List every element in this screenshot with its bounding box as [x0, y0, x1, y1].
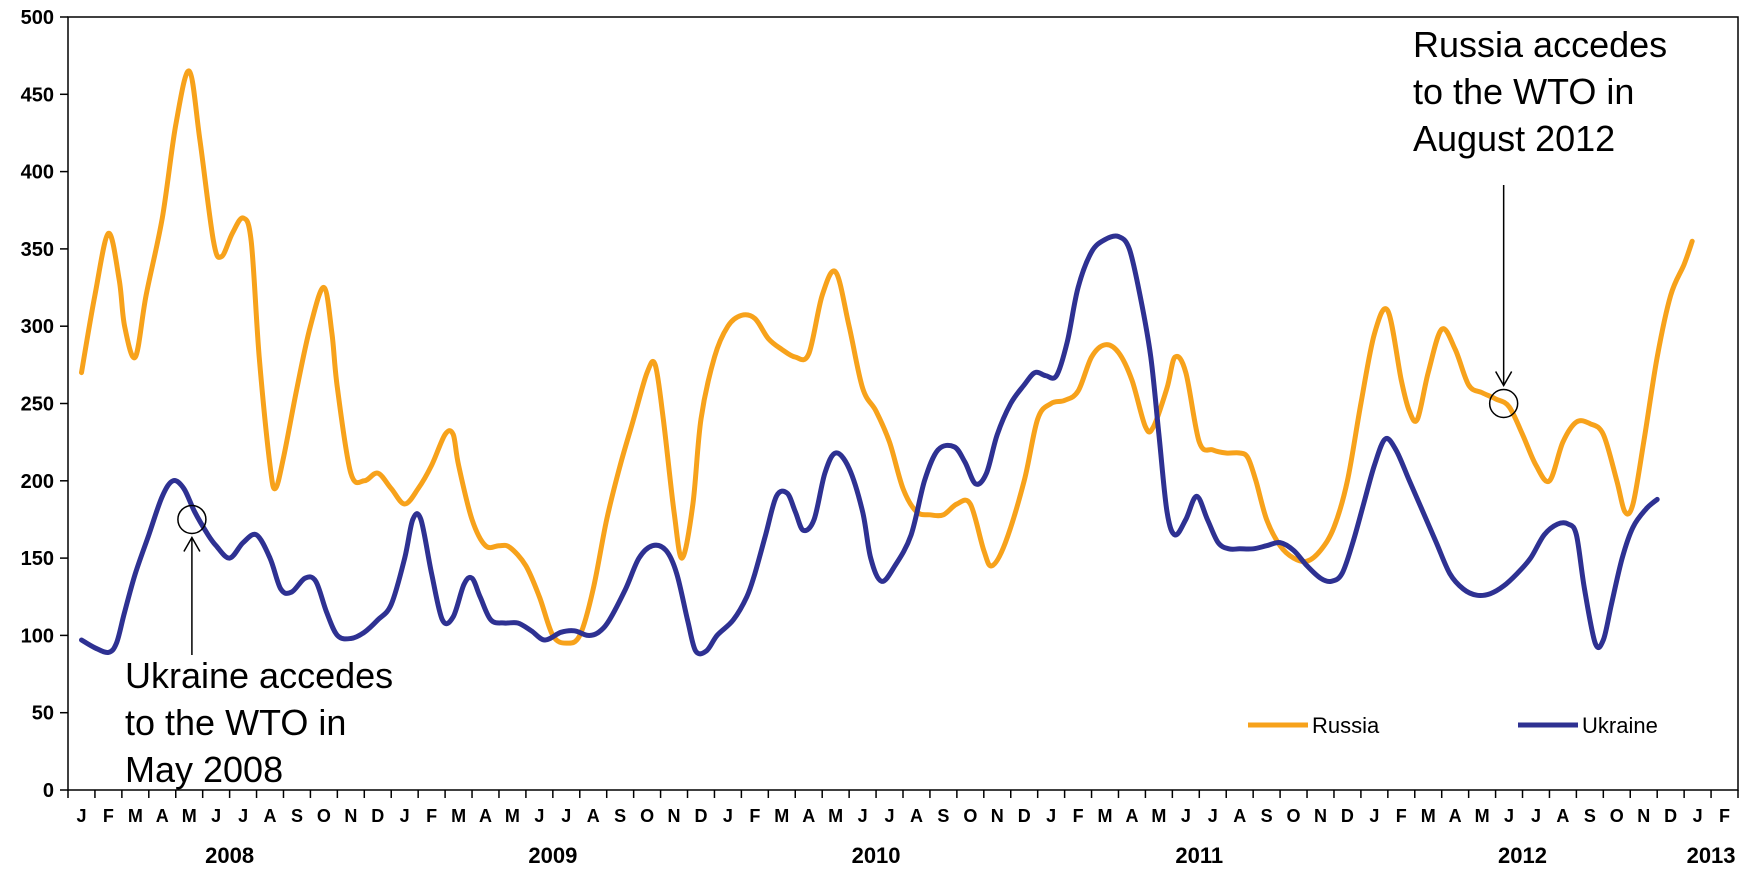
x-month-label: A — [1233, 806, 1246, 826]
x-month-label: J — [1046, 806, 1056, 826]
russia-annotation-text: to the WTO in — [1413, 71, 1634, 112]
y-tick-label: 150 — [21, 548, 54, 570]
x-month-label: J — [561, 806, 571, 826]
y-tick-label: 450 — [21, 84, 54, 106]
x-month-label: N — [991, 806, 1004, 826]
x-month-label: J — [1693, 806, 1703, 826]
x-month-label: D — [371, 806, 384, 826]
series-line-russia — [79, 68, 1695, 646]
x-month-label: S — [291, 806, 303, 826]
legend-label-russia: Russia — [1312, 713, 1380, 738]
ukraine-accession-marker — [177, 504, 207, 535]
x-month-label: N — [668, 806, 681, 826]
x-year-label: 2012 — [1498, 843, 1547, 868]
x-month-label: J — [858, 806, 868, 826]
x-month-label: J — [1208, 806, 1218, 826]
x-month-label: A — [1125, 806, 1138, 826]
x-month-label: J — [211, 806, 221, 826]
x-month-label: F — [103, 806, 114, 826]
x-month-label: N — [1637, 806, 1650, 826]
x-month-label: J — [534, 806, 544, 826]
x-month-label: J — [400, 806, 410, 826]
y-tick-label: 400 — [21, 162, 54, 184]
russia-annotation-text: Russia accedes — [1413, 24, 1667, 65]
y-tick-label: 200 — [21, 471, 54, 493]
y-tick-label: 100 — [21, 625, 54, 647]
x-month-label: A — [156, 806, 169, 826]
x-month-label: M — [1475, 806, 1490, 826]
x-month-label: M — [1421, 806, 1436, 826]
x-month-label: J — [1369, 806, 1379, 826]
y-axis: 0 50 100 150 200 250 300 350 400 450 500 — [21, 7, 68, 802]
x-month-label: S — [614, 806, 626, 826]
x-month-label: O — [317, 806, 331, 826]
x-year-label: 2011 — [1175, 843, 1223, 868]
series-lines — [79, 68, 1695, 657]
legend-label-ukraine: Ukraine — [1582, 713, 1658, 738]
x-month-label: S — [1261, 806, 1273, 826]
x-month-label: N — [1314, 806, 1327, 826]
series-line-ukraine — [79, 233, 1660, 657]
x-month-label: M — [774, 806, 789, 826]
ukraine-arrow-head — [183, 535, 201, 552]
x-month-label: M — [505, 806, 520, 826]
russia-arrow-head — [1495, 371, 1513, 388]
x-month-label: A — [1449, 806, 1462, 826]
legend: Russia Ukraine — [1248, 713, 1658, 738]
x-month-label: D — [694, 806, 707, 826]
x-year-label: 2010 — [852, 843, 901, 868]
x-month-label: O — [1610, 806, 1624, 826]
russia-accession-marker — [1488, 388, 1519, 419]
x-month-label: A — [1556, 806, 1569, 826]
x-month-label: A — [264, 806, 277, 826]
y-tick-label: 50 — [32, 703, 54, 725]
x-month-label: S — [937, 806, 949, 826]
ukraine-annotation-text: Ukraine accedes — [125, 655, 393, 696]
x-month-label: J — [723, 806, 733, 826]
x-month-label: F — [1073, 806, 1084, 826]
x-month-label: O — [963, 806, 977, 826]
x-month-label: F — [749, 806, 760, 826]
x-month-label: D — [1018, 806, 1031, 826]
x-month-label: S — [1584, 806, 1596, 826]
x-month-label: M — [1098, 806, 1113, 826]
ukraine-annotation-text: to the WTO in — [125, 702, 346, 743]
x-month-label: M — [1151, 806, 1166, 826]
x-month-label: F — [1719, 806, 1730, 826]
annotations: Ukraine accedes to the WTO in May 2008 Russ… — [125, 24, 1667, 790]
x-month-label: M — [451, 806, 466, 826]
y-tick-label: 350 — [21, 239, 54, 261]
x-year-label: 2008 — [205, 843, 254, 868]
x-month-label: M — [128, 806, 143, 826]
x-month-label: J — [1531, 806, 1541, 826]
x-month-label: D — [1664, 806, 1677, 826]
x-month-label: J — [1504, 806, 1514, 826]
y-tick-label: 0 — [43, 780, 54, 802]
x-month-label: M — [828, 806, 843, 826]
x-month-label: M — [182, 806, 197, 826]
x-year-label: 2009 — [528, 843, 577, 868]
x-month-label: F — [426, 806, 437, 826]
x-month-label: A — [802, 806, 815, 826]
x-month-label: A — [479, 806, 492, 826]
x-month-label: J — [238, 806, 248, 826]
x-month-label: F — [1396, 806, 1407, 826]
x-month-label: O — [640, 806, 654, 826]
y-tick-label: 300 — [21, 316, 54, 338]
y-tick-label: 500 — [21, 7, 54, 29]
x-month-label: A — [910, 806, 923, 826]
x-month-label: D — [1341, 806, 1354, 826]
y-tick-label: 250 — [21, 394, 54, 416]
x-year-label: 2013 — [1687, 843, 1736, 868]
x-month-label: O — [1287, 806, 1301, 826]
x-month-label: J — [1181, 806, 1191, 826]
x-month-label: N — [344, 806, 357, 826]
x-month-label: A — [587, 806, 600, 826]
x-month-label: J — [885, 806, 895, 826]
x-month-label: J — [76, 806, 86, 826]
russia-annotation-text: August 2012 — [1413, 118, 1615, 159]
ukraine-annotation-text: May 2008 — [125, 749, 283, 790]
